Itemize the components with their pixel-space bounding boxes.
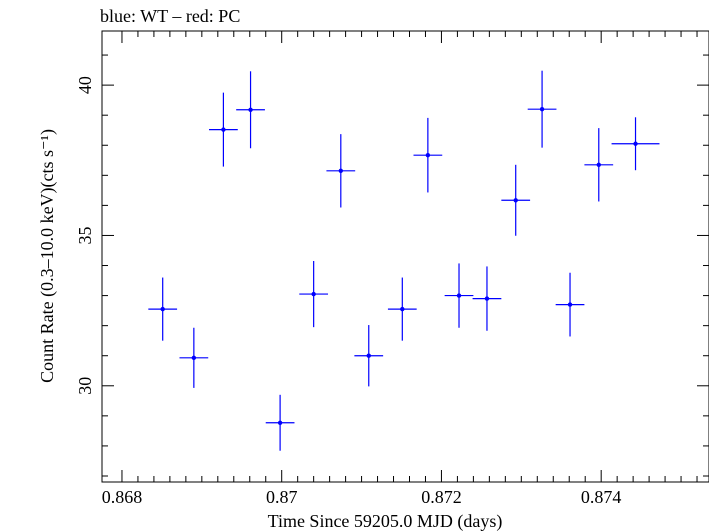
point-marker: [338, 168, 344, 174]
data-point: [527, 70, 557, 148]
point-marker: [248, 107, 253, 112]
data-points: [148, 70, 660, 451]
data-point: [501, 164, 531, 236]
point-marker: [277, 420, 283, 425]
data-point: [444, 263, 474, 328]
axis-ticks: 0.868 0.87 0.872 0.874 30 35 40: [75, 31, 709, 507]
x-axis-label: Time Since 59205.0 MJD (days): [268, 511, 503, 532]
y-tick-label: 40: [75, 76, 95, 94]
data-point: [236, 71, 265, 149]
data-point: [326, 134, 356, 208]
data-point: [354, 325, 384, 387]
plot-frame: [101, 30, 709, 483]
point-marker: [456, 293, 462, 298]
data-point: [472, 266, 502, 331]
x-tick-label: 0.87: [266, 487, 298, 507]
data-point: [299, 261, 329, 328]
data-point: [265, 394, 295, 451]
data-point: [413, 117, 443, 193]
data-point: [148, 277, 178, 341]
data-point: [179, 327, 209, 388]
y-tick-label: 30: [75, 377, 95, 395]
x-tick-label: 0.874: [581, 487, 622, 507]
x-tick-label: 0.868: [102, 487, 143, 507]
point-marker: [539, 106, 545, 112]
data-point: [584, 128, 614, 202]
point-marker: [596, 162, 601, 167]
point-marker: [633, 141, 638, 146]
point-marker: [425, 152, 431, 158]
point-marker: [160, 306, 165, 312]
data-point: [209, 92, 238, 167]
point-marker: [311, 291, 316, 297]
data-point: [387, 277, 417, 341]
point-marker: [484, 296, 490, 301]
x-tick-label: 0.872: [421, 487, 462, 507]
point-marker: [400, 306, 405, 312]
data-point: [555, 272, 585, 337]
point-marker: [366, 353, 371, 358]
chart-title: blue: WT – red: PC: [100, 6, 240, 26]
point-marker: [513, 198, 518, 203]
data-point: [611, 117, 660, 171]
point-marker: [221, 127, 226, 132]
y-tick-label: 35: [75, 226, 95, 244]
y-axis-label: Count Rate (0.3–10.0 keV)(cts s⁻¹): [37, 129, 58, 383]
point-marker: [567, 302, 573, 307]
point-marker: [191, 355, 197, 361]
